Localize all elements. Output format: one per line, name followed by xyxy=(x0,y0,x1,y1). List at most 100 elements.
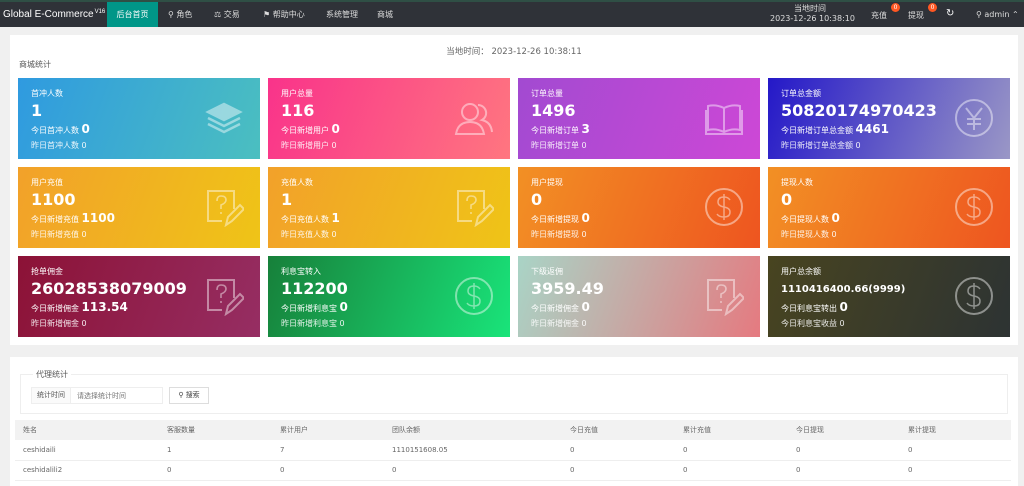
section-title: 商城统计 xyxy=(19,60,51,69)
table-cell: 0 xyxy=(675,440,788,461)
username: admin xyxy=(984,10,1010,19)
card-yesterday: 昨日首冲人数 0 xyxy=(31,141,87,150)
stat-card: 用户总量 116 今日新增用户 0 昨日新增用户 0 xyxy=(268,78,510,159)
column-header[interactable]: 姓名 xyxy=(15,420,159,440)
agent-table: 姓名 客服数量 累计用户 团队余额 今日充值 累计充值 今日提现 累计提现 ceshidail… xyxy=(15,420,1011,481)
card-value: 112200 xyxy=(281,279,348,298)
nav-label: 交易 xyxy=(223,10,240,19)
card-title: 用户总量 xyxy=(281,89,313,98)
question-edit-icon xyxy=(454,187,496,228)
table-row[interactable]: ceshidalili2 0 0 0 0 0 0 0 xyxy=(15,460,1011,481)
nav-system[interactable]: 系统管理 xyxy=(326,10,358,19)
table-cell: 1110151608.05 xyxy=(384,440,562,461)
fieldset-legend: 代理统计 xyxy=(33,369,71,380)
card-title: 订单总金额 xyxy=(781,89,821,98)
card-value: 1100 xyxy=(31,190,76,209)
card-today: 今日新增佣金 113.54 xyxy=(31,300,128,314)
stat-card: 用户充值 1100 今日新增充值 1100 昨日新增充值 0 xyxy=(18,167,260,248)
withdraw-link[interactable]: 提现 xyxy=(908,11,924,20)
layers-icon xyxy=(204,98,244,138)
table-cell: ceshidalili2 xyxy=(15,460,159,481)
card-today: 今日利息宝转出 0 xyxy=(781,300,848,314)
dollar-icon xyxy=(954,276,994,316)
card-title: 首冲人数 xyxy=(31,89,63,98)
card-value: 1 xyxy=(31,101,43,120)
filter-label: 统计时间 xyxy=(31,387,71,404)
card-today: 今日新增订单 3 xyxy=(531,122,590,136)
table-row[interactable]: ceshidaili 1 7 1110151608.05 0 0 0 0 xyxy=(15,440,1011,461)
card-yesterday: 昨日新增佣金 0 xyxy=(31,319,87,328)
column-header[interactable]: 累计充值 xyxy=(675,420,788,440)
local-time-text: 当地时间： 2023-12-26 10:38:11 xyxy=(446,47,582,57)
mall-stats-panel: 当地时间： 2023-12-26 10:38:11 商城统计 首冲人数 1 今日… xyxy=(10,35,1018,345)
card-title: 抢单佣金 xyxy=(31,267,63,276)
brand-logo[interactable]: Global E-CommerceV16 xyxy=(3,9,105,21)
column-header[interactable]: 累计用户 xyxy=(272,420,384,440)
table-cell: 0 xyxy=(788,460,900,481)
date-range-input[interactable] xyxy=(71,387,163,404)
card-today: 今日新增订单总金额 4461 xyxy=(781,122,889,136)
column-header[interactable]: 累计提现 xyxy=(900,420,1011,440)
card-today: 今日新增佣金 0 xyxy=(531,300,590,314)
card-title: 用户提现 xyxy=(531,178,563,187)
nav-help[interactable]: ⚑ 帮助中心 xyxy=(263,10,305,19)
users-icon xyxy=(454,98,494,138)
question-edit-icon xyxy=(704,276,746,317)
stat-card: 抢单佣金 26028538079009 今日新增佣金 113.54 昨日新增佣金… xyxy=(18,256,260,337)
card-today: 今日新增充值 1100 xyxy=(31,211,115,225)
local-time-label: 当地时间 xyxy=(794,4,826,13)
card-value: 1496 xyxy=(531,101,576,120)
search-button[interactable]: ⚲ 搜索 xyxy=(169,387,209,404)
nav-roles[interactable]: ⚲ 角色 xyxy=(168,10,193,19)
user-menu[interactable]: ⚲ admin ⌃ xyxy=(976,10,1019,19)
nav-trade[interactable]: ⚖ 交易 xyxy=(214,10,240,19)
column-header[interactable]: 团队余额 xyxy=(384,420,562,440)
table-cell: ceshidaili xyxy=(15,440,159,461)
brand-name: Global E-Commerce xyxy=(3,9,94,20)
stat-card: 订单总量 1496 今日新增订单 3 昨日新增订单 0 xyxy=(518,78,760,159)
stat-card: 提现人数 0 今日提现人数 0 昨日提现人数 0 xyxy=(768,167,1010,248)
agent-stats-panel: 代理统计 统计时间 ⚲ 搜索 姓名客服数量累计用户团队余额今日充值累计充值今日提… xyxy=(10,357,1018,486)
card-today: 今日新增用户 0 xyxy=(281,122,340,136)
dollar-icon xyxy=(454,276,494,316)
local-time: 2023-12-26 10:38:10 xyxy=(770,14,855,23)
table-cell: 0 xyxy=(562,460,675,481)
card-value: 1110416400.66(9999) xyxy=(781,284,906,295)
card-title: 提现人数 xyxy=(781,178,813,187)
card-value: 3959.49 xyxy=(531,279,604,298)
top-bar: Global E-CommerceV16 后台首页 ⚲ 角色 ⚖ 交易 ⚑ 帮助… xyxy=(0,0,1024,27)
refresh-icon[interactable]: ↻ xyxy=(946,8,955,19)
table-cell: 0 xyxy=(788,440,900,461)
nav-mall[interactable]: 商城 xyxy=(377,10,393,19)
stat-card: 充值人数 1 今日充值人数 1 昨日充值人数 0 xyxy=(268,167,510,248)
card-yesterday: 昨日新增订单 0 xyxy=(531,141,587,150)
withdraw-badge: 0 xyxy=(928,3,937,12)
search-label: 搜索 xyxy=(185,391,200,399)
recharge-link[interactable]: 充值 xyxy=(871,11,887,20)
table-cell: 0 xyxy=(900,440,1011,461)
table-cell: 7 xyxy=(272,440,384,461)
table-cell: 0 xyxy=(272,460,384,481)
card-yesterday: 昨日充值人数 0 xyxy=(281,230,337,239)
card-yesterday: 昨日提现人数 0 xyxy=(781,230,837,239)
card-title: 用户总余额 xyxy=(781,267,821,276)
version: V16 xyxy=(94,9,106,15)
stat-card: 利息宝转入 112200 今日新增利息宝 0 昨日新增利息宝 0 xyxy=(268,256,510,337)
nav-label: 帮助中心 xyxy=(272,10,305,19)
table-cell: 0 xyxy=(159,460,272,481)
card-value: 50820174970423 xyxy=(781,101,937,120)
card-title: 用户充值 xyxy=(31,178,63,187)
nav-home[interactable]: 后台首页 xyxy=(107,2,158,27)
card-yesterday: 昨日新增提现 0 xyxy=(531,230,587,239)
column-header[interactable]: 今日提现 xyxy=(788,420,900,440)
stat-card: 首冲人数 1 今日首冲人数 0 昨日首冲人数 0 xyxy=(18,78,260,159)
book-icon xyxy=(704,98,744,138)
card-yesterday: 昨日新增充值 0 xyxy=(31,230,87,239)
recharge-badge: 0 xyxy=(891,3,900,12)
card-yesterday: 昨日新增订单总金额 0 xyxy=(781,141,861,150)
card-today: 今日充值人数 1 xyxy=(281,211,340,225)
stat-card: 下级返佣 3959.49 今日新增佣金 0 昨日新增佣金 0 xyxy=(518,256,760,337)
column-header[interactable]: 客服数量 xyxy=(159,420,272,440)
column-header[interactable]: 今日充值 xyxy=(562,420,675,440)
table-cell: 0 xyxy=(900,460,1011,481)
